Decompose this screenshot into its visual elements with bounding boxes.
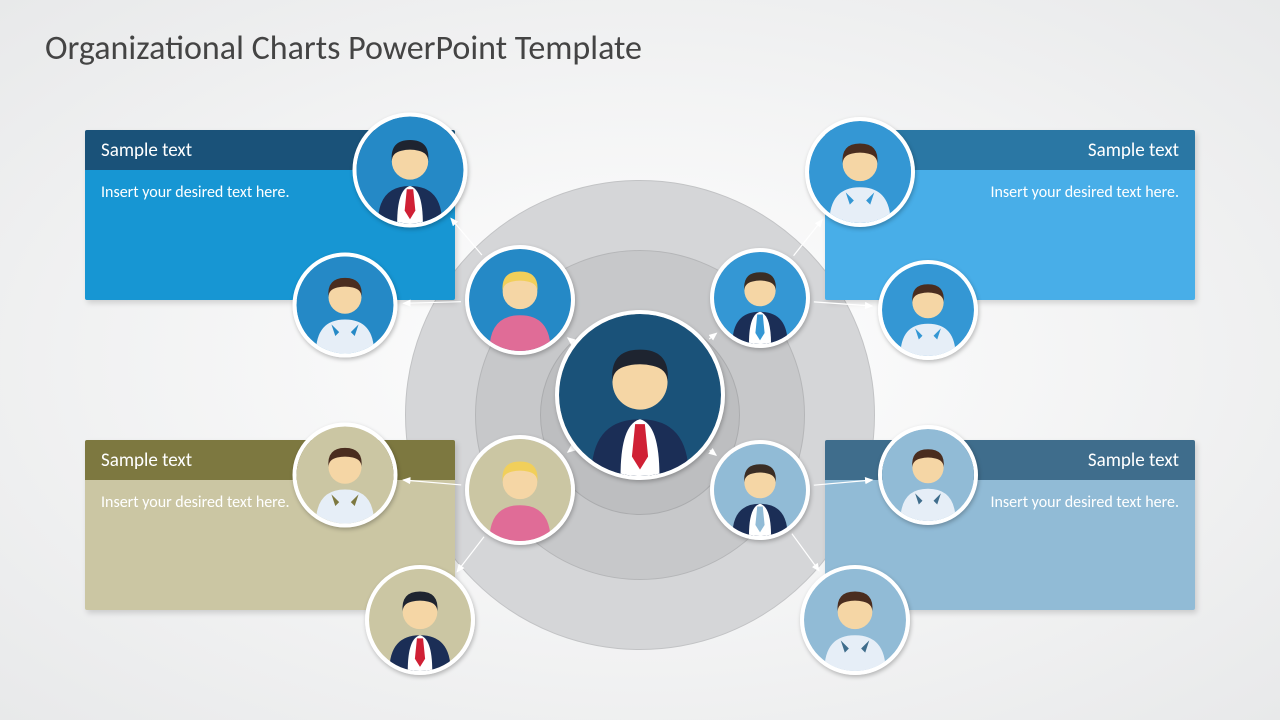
- person-tl_top: [353, 113, 468, 228]
- page-title: Organizational Charts PowerPoint Templat…: [45, 28, 642, 69]
- person-tl_inner: [465, 245, 575, 355]
- person-tr_inner: [710, 248, 810, 348]
- person-center: [555, 310, 725, 480]
- person-bl_left: [293, 423, 398, 528]
- person-bl_bottom: [365, 565, 475, 675]
- person-br_inner: [710, 440, 810, 540]
- person-br_bottom: [800, 565, 910, 675]
- card-header: Sample text: [85, 440, 455, 480]
- person-tr_right: [878, 260, 978, 360]
- person-tr_top: [805, 117, 915, 227]
- person-br_right: [878, 425, 978, 525]
- person-bl_inner: [465, 435, 575, 545]
- person-tl_left: [293, 253, 398, 358]
